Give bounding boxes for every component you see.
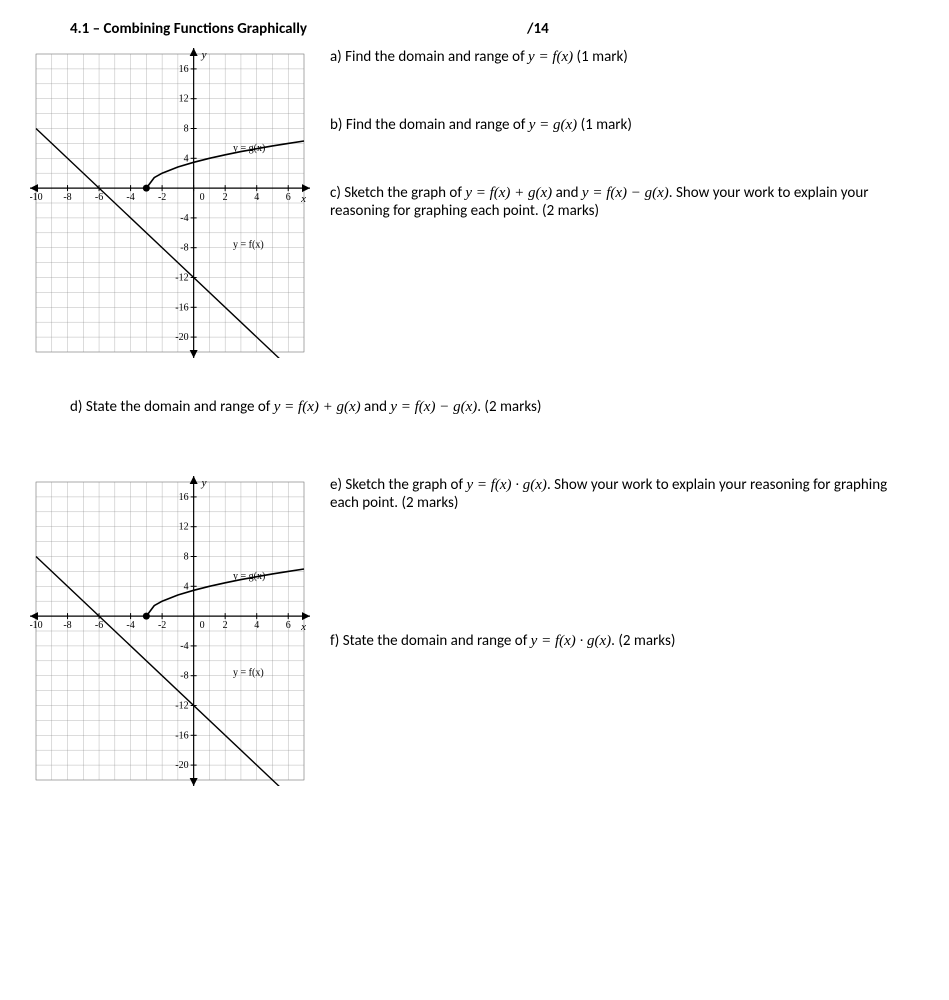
svg-text:4: 4 <box>184 581 189 592</box>
svg-text:-4: -4 <box>180 641 188 652</box>
svg-text:y = g(x): y = g(x) <box>233 571 265 582</box>
svg-text:2: 2 <box>223 192 228 203</box>
svg-text:-8: -8 <box>63 620 71 631</box>
question-a: a) Find the domain and range of y = f(x)… <box>330 48 919 66</box>
svg-text:-20: -20 <box>175 332 188 343</box>
svg-text:-8: -8 <box>180 243 188 254</box>
question-c-math2: y = f(x) − g(x) <box>582 185 669 201</box>
worksheet-title: 4.1 – Combining Functions Graphically <box>70 20 307 38</box>
graph-2: -10 -8 -6 -4 -2 2 4 6 0 4 8 12 16 -4 -8 -12 -16 -20 x y y = … <box>30 476 310 786</box>
question-e-text1: e) Sketch the graph of <box>330 476 466 494</box>
svg-text:16: 16 <box>179 492 189 503</box>
question-d: d) State the domain and range of y = f(x… <box>70 398 919 416</box>
question-c-math1: y = f(x) + g(x) <box>465 185 552 201</box>
svg-text:0: 0 <box>200 192 205 203</box>
svg-text:y = f(x): y = f(x) <box>233 240 264 251</box>
svg-text:8: 8 <box>184 124 189 135</box>
svg-text:-4: -4 <box>126 620 134 631</box>
question-d-mid: and <box>361 398 391 416</box>
question-e-math: y = f(x) · g(x) <box>466 477 547 493</box>
svg-text:4: 4 <box>254 192 259 203</box>
svg-text:6: 6 <box>286 192 291 203</box>
graph-1: -10 -8 -6 -4 -2 2 4 6 0 4 8 12 16 -4 -8 -12 -16 -20 x y y = … <box>30 48 310 358</box>
svg-text:6: 6 <box>286 620 291 631</box>
question-d-math1: y = f(x) + g(x) <box>274 399 361 415</box>
svg-text:-16: -16 <box>175 730 188 741</box>
svg-text:x: x <box>300 193 306 205</box>
questions-abc: a) Find the domain and range of y = f(x)… <box>320 48 919 228</box>
question-e: e) Sketch the graph of y = f(x) · g(x). … <box>330 476 919 512</box>
svg-text:-12: -12 <box>175 701 188 712</box>
worksheet-score: /14 <box>527 20 549 38</box>
question-f: f) State the domain and range of y = f(x… <box>330 632 919 650</box>
svg-text:-20: -20 <box>175 760 188 771</box>
svg-text:y = f(x): y = f(x) <box>233 668 264 679</box>
svg-text:y: y <box>201 49 207 61</box>
question-a-math: y = f(x) <box>528 49 573 65</box>
question-d-math2: y = f(x) − g(x) <box>390 399 477 415</box>
worksheet-header: 4.1 – Combining Functions Graphically /1… <box>30 20 919 38</box>
svg-text:0: 0 <box>200 620 205 631</box>
question-f-text2: . (2 marks) <box>611 632 675 650</box>
svg-text:y = g(x): y = g(x) <box>233 143 265 154</box>
question-a-text: a) Find the domain and range of <box>330 48 528 66</box>
svg-text:2: 2 <box>223 620 228 631</box>
svg-text:-8: -8 <box>180 671 188 682</box>
svg-text:-16: -16 <box>175 302 188 313</box>
svg-text:-4: -4 <box>180 213 188 224</box>
svg-text:8: 8 <box>184 552 189 563</box>
section-2: -10 -8 -6 -4 -2 2 4 6 0 4 8 12 16 -4 -8 -12 -16 -20 x y y = … <box>30 476 919 786</box>
svg-text:y: y <box>201 477 207 489</box>
questions-ef: e) Sketch the graph of y = f(x) · g(x). … <box>320 476 919 658</box>
svg-text:4: 4 <box>254 620 259 631</box>
question-b: b) Find the domain and range of y = g(x)… <box>330 116 919 134</box>
question-c-text1: c) Sketch the graph of <box>330 184 465 202</box>
svg-text:-2: -2 <box>158 620 166 631</box>
svg-text:-4: -4 <box>126 192 134 203</box>
svg-text:12: 12 <box>179 94 189 105</box>
svg-text:12: 12 <box>179 522 189 533</box>
question-d-text2: . (2 marks) <box>477 398 541 416</box>
question-c-mid: and <box>552 184 582 202</box>
svg-text:-12: -12 <box>175 273 188 284</box>
graph-1-container: -10 -8 -6 -4 -2 2 4 6 0 4 8 12 16 -4 -8 -12 -16 -20 x y y = … <box>30 48 320 358</box>
question-b-math: y = g(x) <box>529 117 577 133</box>
question-f-text1: f) State the domain and range of <box>330 632 531 650</box>
svg-text:-2: -2 <box>158 192 166 203</box>
question-d-text1: d) State the domain and range of <box>70 398 274 416</box>
question-a-marks: (1 mark) <box>573 48 628 66</box>
svg-text:-10: -10 <box>30 620 43 631</box>
svg-text:16: 16 <box>179 64 189 75</box>
graph-2-container: -10 -8 -6 -4 -2 2 4 6 0 4 8 12 16 -4 -8 -12 -16 -20 x y y = … <box>30 476 320 786</box>
svg-text:-6: -6 <box>95 192 103 203</box>
svg-text:-6: -6 <box>95 620 103 631</box>
svg-text:4: 4 <box>184 153 189 164</box>
question-f-math: y = f(x) · g(x) <box>531 633 612 649</box>
svg-text:-8: -8 <box>63 192 71 203</box>
question-b-marks: (1 mark) <box>577 116 632 134</box>
svg-text:-10: -10 <box>30 192 43 203</box>
question-b-text: b) Find the domain and range of <box>330 116 529 134</box>
section-1: -10 -8 -6 -4 -2 2 4 6 0 4 8 12 16 -4 -8 -12 -16 -20 x y y = … <box>30 48 919 358</box>
svg-text:x: x <box>300 621 306 633</box>
question-c: c) Sketch the graph of y = f(x) + g(x) a… <box>330 184 919 220</box>
